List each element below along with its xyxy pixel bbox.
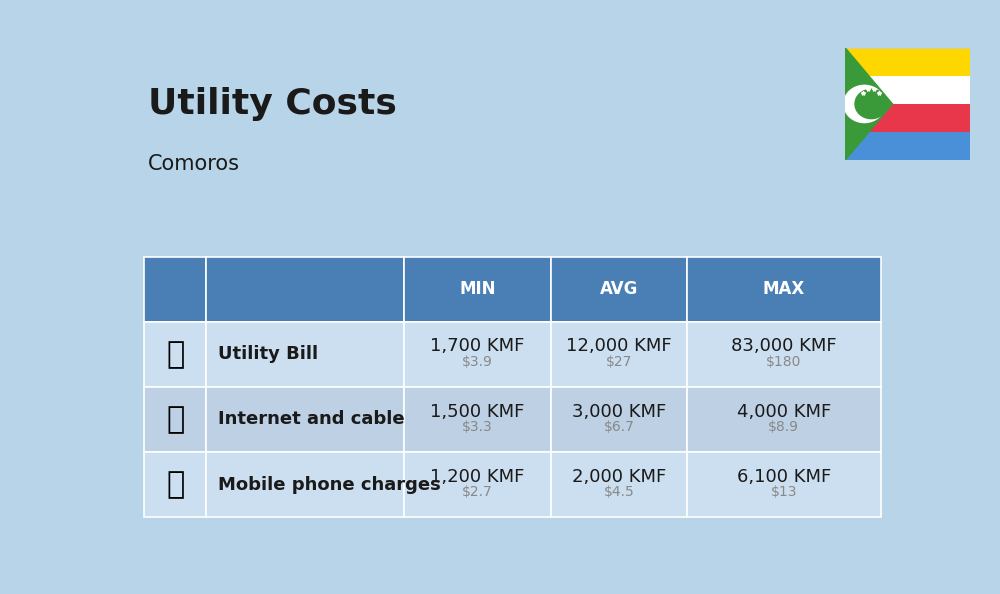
Text: $27: $27 [606,355,632,369]
Bar [845,76,970,104]
Text: 📱: 📱 [166,470,184,499]
Text: 83,000 KMF: 83,000 KMF [731,337,837,355]
Text: MIN: MIN [459,280,496,298]
Text: $4.5: $4.5 [604,485,634,500]
Bar [687,257,881,322]
Bar [845,104,970,132]
Bar [206,257,404,322]
Bar [144,452,206,517]
Bar [206,452,404,517]
Bar [687,387,881,452]
Text: 6,100 KMF: 6,100 KMF [737,468,831,486]
Text: $180: $180 [766,355,801,369]
Bar [404,452,551,517]
Bar [144,387,206,452]
Bar [206,387,404,452]
Text: Utility Costs: Utility Costs [148,87,397,121]
Text: 📶: 📶 [166,405,184,434]
Text: 2,000 KMF: 2,000 KMF [572,468,666,486]
Text: $2.7: $2.7 [462,485,493,500]
Bar [144,257,206,322]
Bar [845,48,970,76]
Polygon shape [845,48,893,160]
Text: $6.7: $6.7 [604,421,635,434]
Bar [404,387,551,452]
Bar [687,452,881,517]
Bar [551,452,687,517]
Text: Comoros: Comoros [148,154,240,173]
Text: 12,000 KMF: 12,000 KMF [566,337,672,355]
Text: $8.9: $8.9 [768,421,799,434]
Text: 1,500 KMF: 1,500 KMF [430,403,525,421]
Text: AVG: AVG [600,280,638,298]
Bar [687,322,881,387]
Circle shape [855,89,888,119]
Text: 4,000 KMF: 4,000 KMF [737,403,831,421]
Text: Mobile phone charges: Mobile phone charges [218,476,441,494]
Text: Utility Bill: Utility Bill [218,345,318,364]
Text: 3,000 KMF: 3,000 KMF [572,403,666,421]
Bar [551,322,687,387]
Bar [845,132,970,160]
Bar [144,322,206,387]
Bar [551,387,687,452]
Text: 1,700 KMF: 1,700 KMF [430,337,525,355]
Text: $3.9: $3.9 [462,355,493,369]
Bar [404,322,551,387]
Text: 🔌: 🔌 [166,340,184,369]
Text: MAX: MAX [763,280,805,298]
Bar [206,322,404,387]
Text: 1,200 KMF: 1,200 KMF [430,468,525,486]
Text: $3.3: $3.3 [462,421,493,434]
Circle shape [844,86,885,122]
Text: Internet and cable: Internet and cable [218,410,405,428]
Bar [404,257,551,322]
Bar [551,257,687,322]
Text: $13: $13 [770,485,797,500]
